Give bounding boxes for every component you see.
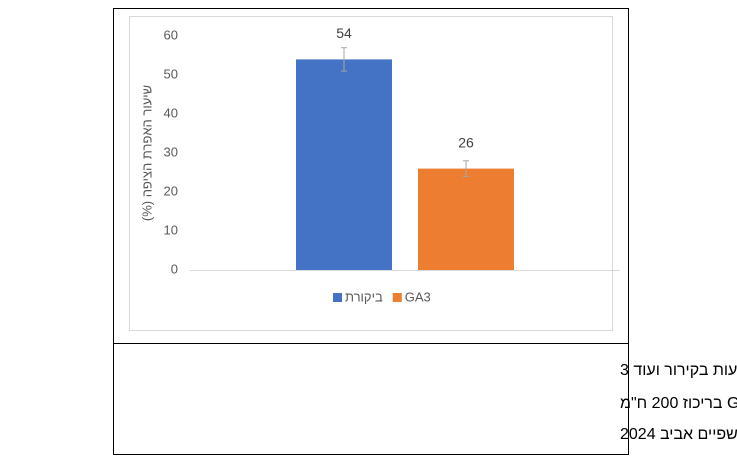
y-tick-label: 20: [164, 183, 178, 198]
y-axis-title: שיעור האפרת הציפה (%): [139, 85, 154, 221]
legend-label: GA3: [405, 289, 431, 304]
bar: [296, 59, 392, 271]
legend-label: ביקורת: [345, 289, 383, 304]
y-tick-label: 60: [164, 27, 178, 42]
caption-line: ימים בחיי מדף. הפירות שמקורם מעצים שרוסס…: [620, 395, 737, 412]
y-tick-label: 10: [164, 222, 178, 237]
data-label: 26: [458, 134, 474, 150]
data-label: 54: [336, 25, 352, 41]
legend-swatch: [333, 293, 342, 302]
caption-line: שבועיים לפני הקטיף. שפיים אביב 2024: [620, 425, 737, 443]
figure-border: [113, 8, 629, 455]
bar: [418, 168, 514, 270]
y-tick-label: 40: [164, 105, 178, 120]
y-tick-label: 30: [164, 144, 178, 159]
chart-border: [129, 16, 613, 331]
y-tick-label: 0: [171, 261, 178, 276]
caption-line: איור 4. שיעור הפירות עם השחמת הציפה בתום…: [620, 362, 737, 379]
legend-swatch: [392, 293, 402, 302]
y-tick-label: 50: [164, 66, 178, 81]
